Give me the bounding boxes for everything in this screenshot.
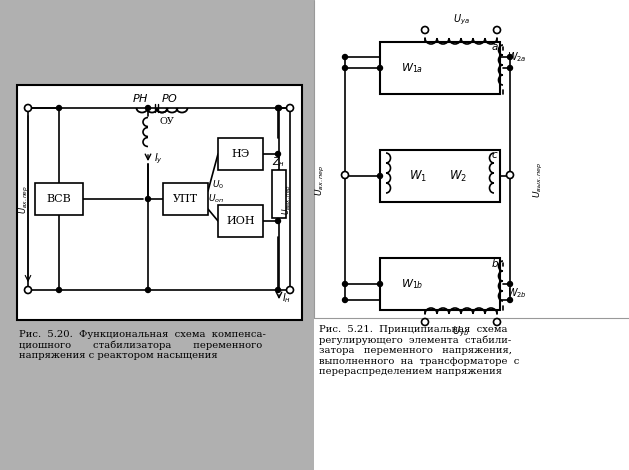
Text: $b$: $b$ — [491, 257, 499, 269]
Circle shape — [508, 55, 513, 60]
Text: $U_{оп}$: $U_{оп}$ — [208, 193, 224, 205]
Text: $I_y$: $I_y$ — [153, 152, 162, 166]
Bar — [218, 205, 263, 237]
Circle shape — [494, 26, 501, 33]
Text: $W_{1b}$: $W_{1b}$ — [401, 277, 423, 291]
Circle shape — [286, 287, 294, 293]
Circle shape — [57, 105, 62, 110]
Text: $U_{вх.пер}$: $U_{вх.пер}$ — [18, 186, 31, 214]
Text: $a$: $a$ — [491, 42, 499, 52]
Circle shape — [145, 288, 150, 292]
Circle shape — [421, 319, 428, 326]
Text: НЭ: НЭ — [231, 149, 250, 159]
Text: Рис.  5.21.  Принципиальная  схема
регулирующего  элемента  стабили-
затора   пе: Рис. 5.21. Принципиальная схема регулиру… — [319, 325, 520, 376]
Circle shape — [277, 105, 282, 110]
Circle shape — [377, 282, 382, 287]
Bar — [17, 85, 302, 320]
Text: $U_{yb}$: $U_{yb}$ — [452, 325, 470, 339]
Text: $U_0$: $U_0$ — [212, 179, 224, 191]
Circle shape — [145, 196, 150, 202]
Circle shape — [508, 173, 513, 179]
Text: Рис.  5.20.  Функциональная  схема  компенса-
циошного       стабилизатора      : Рис. 5.20. Функциональная схема компенса… — [19, 330, 266, 360]
Circle shape — [276, 288, 281, 292]
Text: $U_{ya}$: $U_{ya}$ — [453, 13, 469, 27]
Circle shape — [276, 105, 281, 110]
Text: ИОН: ИОН — [226, 216, 255, 226]
Circle shape — [377, 173, 382, 179]
Text: $W_{1a}$: $W_{1a}$ — [401, 61, 423, 75]
Text: $W_1$: $W_1$ — [409, 168, 427, 184]
Circle shape — [286, 104, 294, 111]
Circle shape — [508, 282, 513, 287]
Circle shape — [57, 288, 62, 292]
Circle shape — [25, 287, 31, 293]
Text: $W_2$: $W_2$ — [449, 168, 467, 184]
Text: $c$: $c$ — [491, 150, 499, 160]
Text: $Z_н$: $Z_н$ — [272, 155, 286, 169]
Bar — [380, 258, 500, 310]
Circle shape — [276, 151, 281, 157]
Text: $РН$: $РН$ — [131, 92, 148, 104]
Circle shape — [494, 319, 501, 326]
Text: $U_{вх.пер}$: $U_{вх.пер}$ — [313, 164, 326, 196]
Circle shape — [377, 65, 382, 70]
Text: $W_{2a}$: $W_{2a}$ — [507, 50, 527, 64]
Circle shape — [342, 172, 348, 179]
Text: ВСВ: ВСВ — [47, 194, 71, 204]
Bar — [35, 183, 83, 215]
Bar — [380, 150, 500, 202]
Circle shape — [421, 26, 428, 33]
Text: $I_н$: $I_н$ — [282, 291, 291, 305]
Bar — [380, 42, 500, 94]
Bar — [272, 170, 286, 218]
Circle shape — [343, 65, 347, 70]
Circle shape — [506, 172, 513, 179]
Circle shape — [508, 298, 513, 303]
Circle shape — [25, 104, 31, 111]
Text: УПТ: УПТ — [173, 194, 198, 204]
Circle shape — [343, 282, 347, 287]
Text: $W_{2b}$: $W_{2b}$ — [507, 286, 527, 300]
Bar — [218, 138, 263, 170]
Circle shape — [343, 298, 347, 303]
Circle shape — [343, 55, 347, 60]
Text: $U_{вых.пер}$: $U_{вых.пер}$ — [532, 162, 545, 198]
Circle shape — [145, 105, 150, 110]
Text: $U_{вых.пер}$: $U_{вых.пер}$ — [281, 185, 294, 215]
Circle shape — [343, 173, 347, 179]
Circle shape — [276, 219, 281, 224]
Text: $РО$: $РО$ — [162, 92, 179, 104]
Text: ОУ: ОУ — [160, 118, 175, 126]
Bar — [314, 0, 629, 470]
Circle shape — [508, 65, 513, 70]
Bar — [163, 183, 208, 215]
